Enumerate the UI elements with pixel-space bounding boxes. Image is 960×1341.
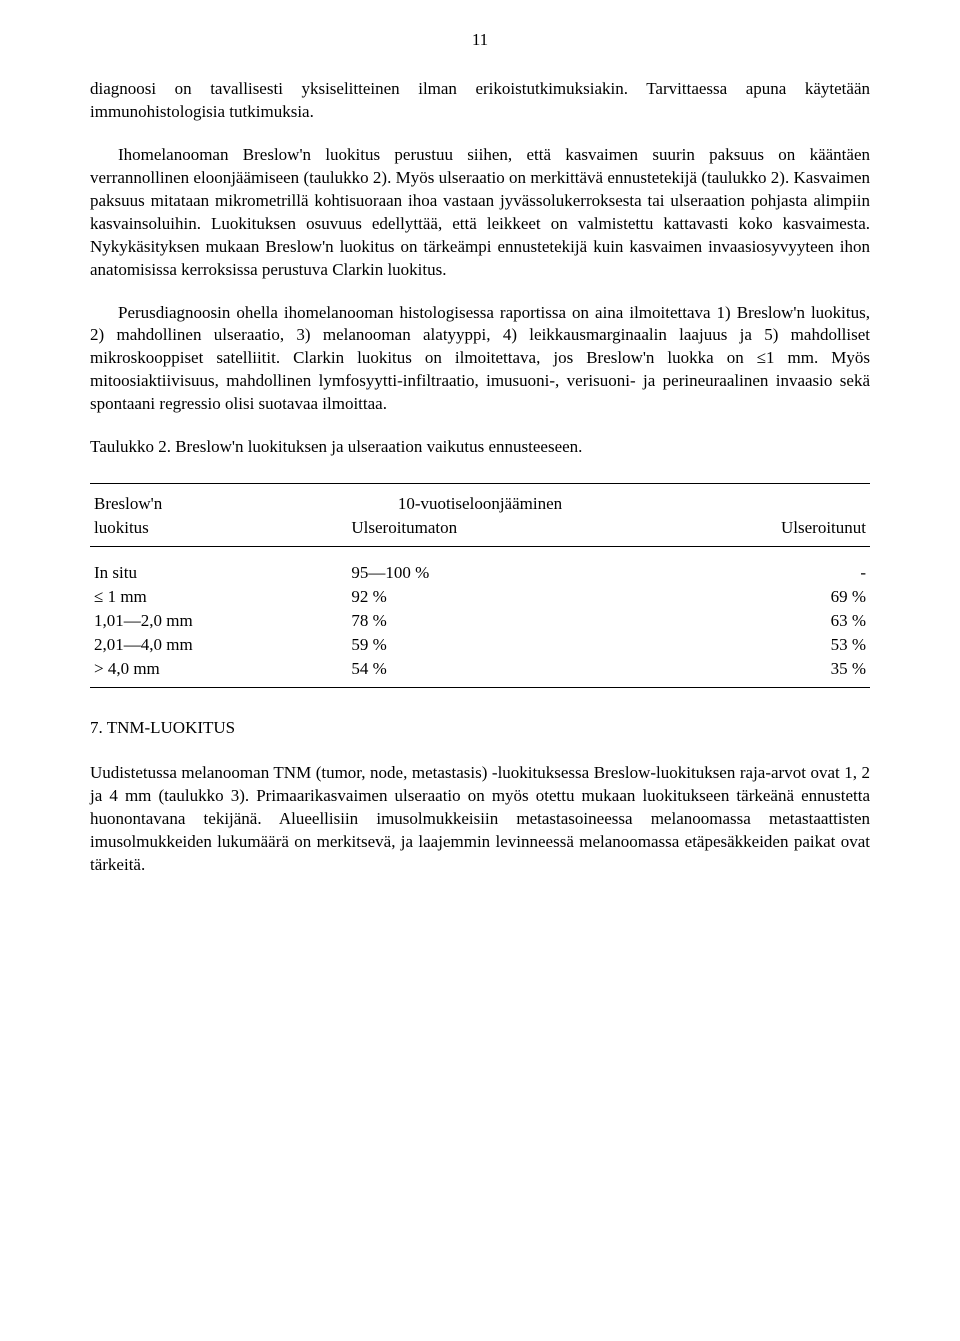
paragraph-2: Ihomelanooman Breslow'n luokitus perustu… <box>90 144 870 282</box>
table2-h-span: 10-vuotiseloonjääminen <box>347 492 612 516</box>
section-7-heading: 7. TNM-LUOKITUS <box>90 718 870 738</box>
table2-header-row1: Breslow'n 10-vuotiseloonjääminen <box>90 492 870 516</box>
cell: 95—100 % <box>347 561 612 585</box>
paragraph-4: Uudistetussa melanooman TNM (tumor, node… <box>90 762 870 877</box>
table2-h-col2: Ulseroitumaton <box>347 516 612 540</box>
cell: 35 % <box>613 657 870 681</box>
cell: - <box>613 561 870 585</box>
table2-h-col1-line1: Breslow'n <box>90 492 347 516</box>
cell: ≤ 1 mm <box>90 585 347 609</box>
page-number: 11 <box>90 30 870 50</box>
table2-caption: Taulukko 2. Breslow'n luokituksen ja uls… <box>90 436 870 459</box>
table2-rule-mid <box>90 546 870 547</box>
table-row: 2,01—4,0 mm 59 % 53 % <box>90 633 870 657</box>
table-row: ≤ 1 mm 92 % 69 % <box>90 585 870 609</box>
table2: Breslow'n 10-vuotiseloonjääminen luokitu… <box>90 492 870 540</box>
cell: 69 % <box>613 585 870 609</box>
cell: 92 % <box>347 585 612 609</box>
table2-header-row2: luokitus Ulseroitumaton Ulseroitunut <box>90 516 870 540</box>
table-row: > 4,0 mm 54 % 35 % <box>90 657 870 681</box>
page: 11 diagnoosi on tavallisesti yksiselitte… <box>0 0 960 1341</box>
cell: 1,01—2,0 mm <box>90 609 347 633</box>
paragraph-1: diagnoosi on tavallisesti yksiselitteine… <box>90 78 870 124</box>
cell: 53 % <box>613 633 870 657</box>
cell: > 4,0 mm <box>90 657 347 681</box>
cell: 78 % <box>347 609 612 633</box>
cell: 59 % <box>347 633 612 657</box>
cell: 54 % <box>347 657 612 681</box>
table-row: In situ 95—100 % - <box>90 561 870 585</box>
cell: In situ <box>90 561 347 585</box>
table2-h-col1-line2: luokitus <box>90 516 347 540</box>
cell: 63 % <box>613 609 870 633</box>
table-row: 1,01—2,0 mm 78 % 63 % <box>90 609 870 633</box>
table2-h-col3: Ulseroitunut <box>613 516 870 540</box>
table2-body: In situ 95—100 % - ≤ 1 mm 92 % 69 % 1,01… <box>90 561 870 681</box>
paragraph-3: Perusdiagnoosin ohella ihomelanooman his… <box>90 302 870 417</box>
cell: 2,01—4,0 mm <box>90 633 347 657</box>
table2-h-spacer <box>613 492 870 516</box>
table2-rule-top <box>90 483 870 484</box>
table2-rule-bottom <box>90 687 870 688</box>
